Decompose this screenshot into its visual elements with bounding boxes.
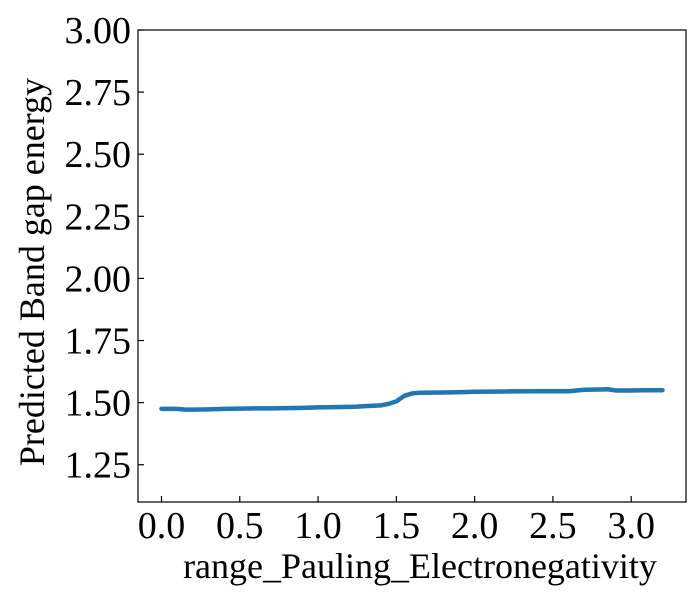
x-tick-label: 2.5 (529, 505, 577, 547)
y-tick-label: 1.25 (65, 445, 132, 487)
series-layer (159, 386, 665, 412)
y-tick-label: 3.00 (65, 10, 132, 52)
y-tick-label: 2.75 (65, 72, 132, 114)
y-axis: 1.25 1.50 1.75 2.00 2.25 2.50 2.75 3.00 (65, 10, 144, 487)
y-axis-label: Predicted Band gap energy (12, 78, 52, 466)
y-tick-label: 2.00 (65, 258, 132, 300)
x-tick-label: 1.0 (294, 505, 342, 547)
series-line-0 (159, 386, 665, 412)
x-tick-label: 2.0 (451, 505, 499, 547)
x-axis: 0.0 0.5 1.0 1.5 2.0 2.5 3.0 (138, 496, 655, 547)
y-tick-label: 1.75 (65, 321, 132, 363)
y-tick-label: 2.25 (65, 196, 132, 238)
plot-area-frame (137, 29, 687, 503)
y-tick-label: 2.50 (65, 134, 132, 176)
x-tick-label: 1.5 (373, 505, 421, 547)
y-tick-label: 1.50 (65, 383, 132, 425)
x-axis-label: range_Pauling_Electronegativity (183, 546, 657, 586)
x-tick-label: 3.0 (607, 505, 655, 547)
x-tick-label: 0.0 (138, 505, 186, 547)
x-tick-label: 0.5 (216, 505, 264, 547)
